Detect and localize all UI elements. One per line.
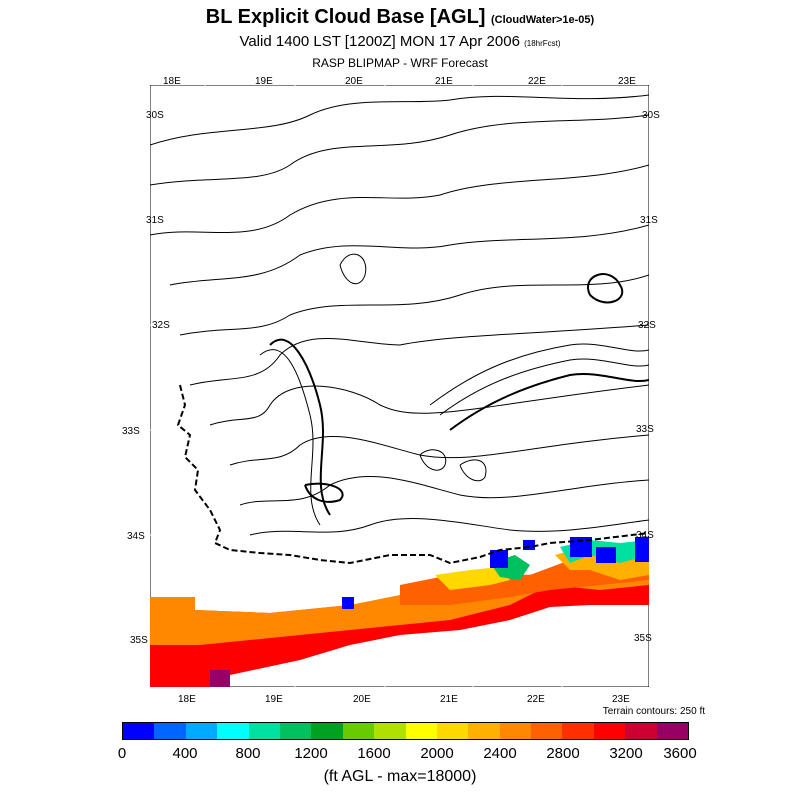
colorbar-swatch [374,723,406,739]
colorbar-tick: 1600 [357,745,391,762]
lat-label-left: 32S [152,320,170,331]
terrain-contours [150,94,649,536]
lat-label-left: 31S [146,215,164,226]
colorbar-swatch [405,723,437,739]
lat-label-right: 31S [640,215,658,226]
lat-label-right: 35S [634,633,652,644]
colorbar-swatch [185,723,218,739]
lon-label-bottom: 21E [440,694,458,705]
colorbar [122,722,689,740]
forecast-hour: (18hrFcst) [524,39,561,48]
chart-title: BL Explicit Cloud Base [AGL] (CloudWater… [205,6,595,28]
cloud-base-field [150,537,649,687]
colorbar-swatch [311,723,343,739]
colorbar-swatch [562,723,594,739]
colorbar-tick: 3200 [609,745,643,762]
colorbar-tick: 0 [117,745,127,762]
colorbar-tick: 1200 [294,745,328,762]
colorbar-tick: 3600 [663,745,697,762]
colorbar-swatch [248,723,280,739]
colorbar-units-label: (ft AGL - max=18000) [323,768,477,785]
valid-time: Valid 1400 LST [1200Z] MON 17 Apr 2006 (… [239,33,561,50]
lon-label-top: 18E [163,76,181,87]
lon-label-top: 19E [255,76,273,87]
lon-label-bottom: 18E [178,694,196,705]
lon-label-top: 20E [345,76,363,87]
terrain-contour-note: Terrain contours: 250 ft [602,706,705,717]
title-note: (CloudWater>1e-05) [491,14,595,26]
lat-label-right: 30S [642,110,660,121]
colorbar-swatch [342,723,375,739]
colorbar-swatch [468,723,500,739]
lon-label-bottom: 19E [265,694,283,705]
colorbar-swatch [217,723,249,739]
lat-label-left: 34S [127,531,145,542]
lat-label-right: 34S [636,530,654,541]
colorbar-swatch [499,723,532,739]
lat-label-left: 35S [130,635,148,646]
lat-lon-grid [150,85,649,687]
colorbar-tick: 2000 [420,745,454,762]
lon-label-top: 21E [435,76,453,87]
coastline [176,384,649,565]
colorbar-swatch [593,723,626,739]
lon-label-bottom: 22E [527,694,545,705]
colorbar-swatch [154,723,186,739]
colorbar-swatch [625,723,657,739]
colorbar-swatch [436,723,469,739]
lon-label-top: 22E [528,76,546,87]
lat-label-left: 30S [146,110,164,121]
colorbar-swatch [123,723,155,739]
lon-label-top: 23E [618,76,636,87]
lon-label-bottom: 23E [612,694,630,705]
lon-label-bottom: 20E [353,694,371,705]
colorbar-tick: 400 [172,745,198,762]
lat-label-right: 33S [636,424,654,435]
lat-label-right: 32S [638,320,656,331]
colorbar-tick: 800 [235,745,261,762]
source-label: RASP BLIPMAP - WRF Forecast [312,56,488,70]
cloud-base-map [150,85,649,687]
colorbar-swatch [279,723,312,739]
colorbar-swatch [531,723,563,739]
colorbar-swatch [656,723,689,739]
colorbar-tick: 2800 [546,745,580,762]
lat-label-left: 33S [122,426,140,437]
colorbar-tick: 2400 [483,745,517,762]
